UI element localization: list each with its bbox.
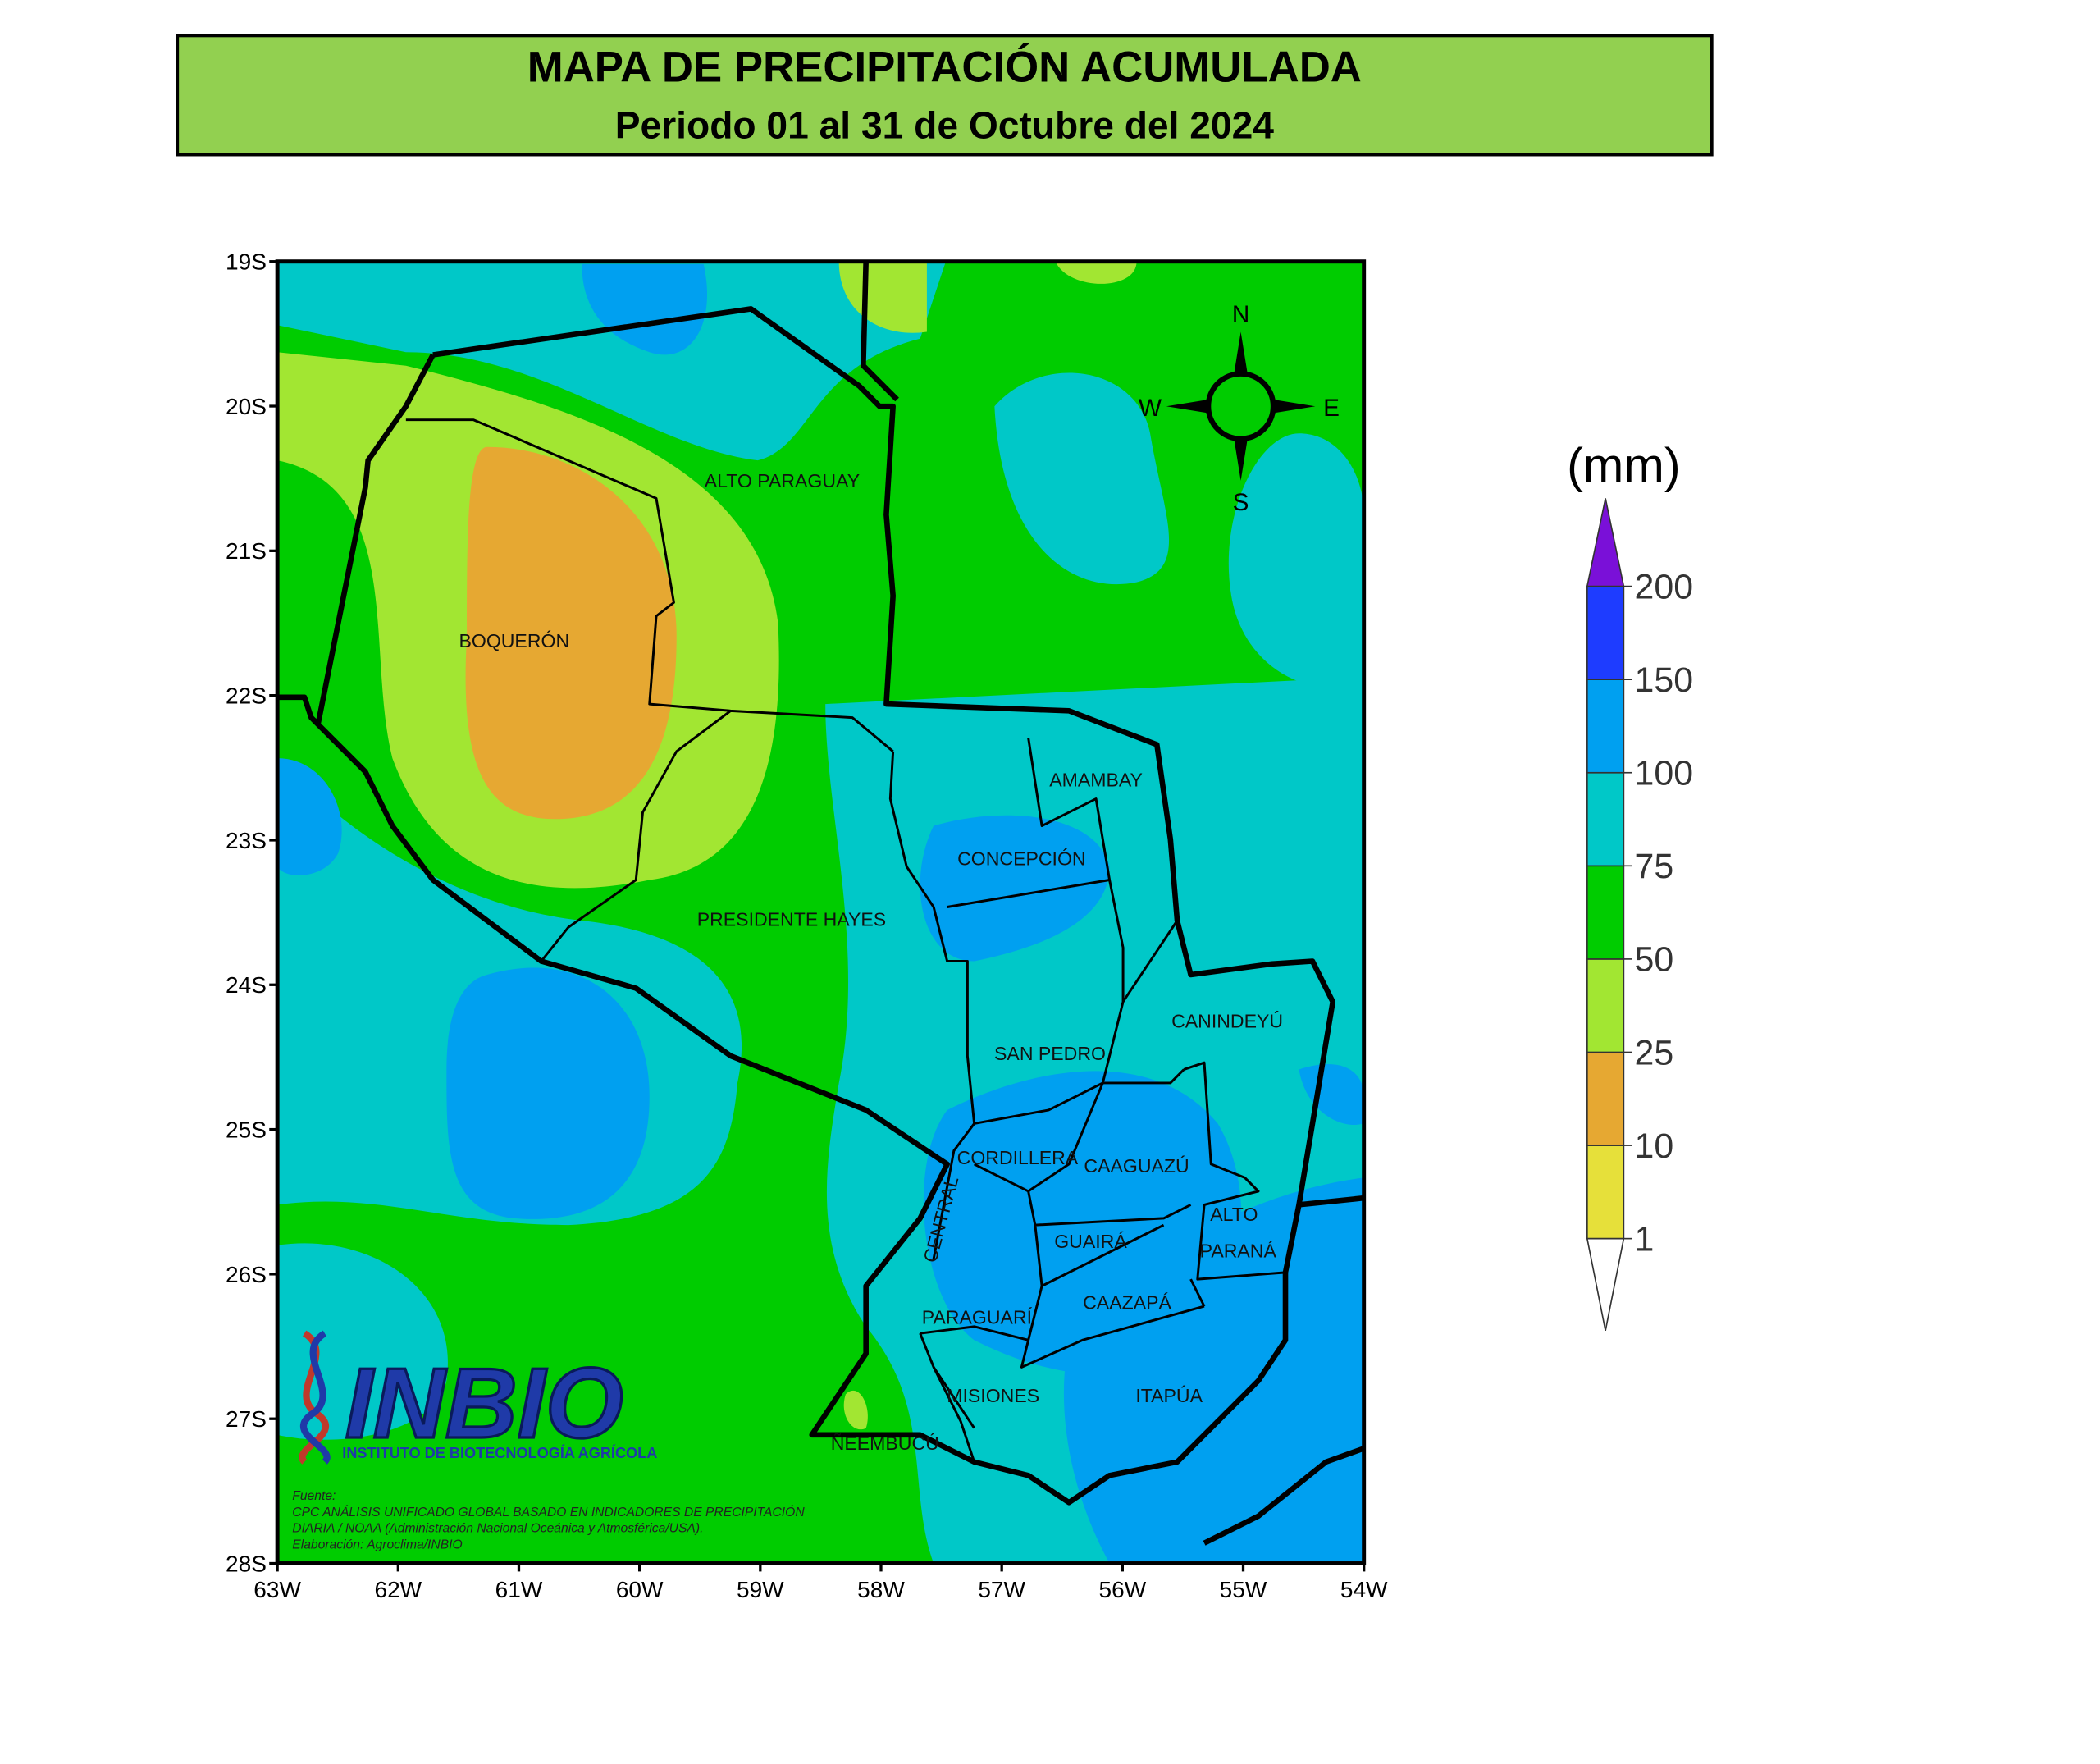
lat-label: 28S: [226, 1551, 267, 1576]
dep-label: PRESIDENTE HAYES: [697, 909, 886, 930]
field-100: [446, 967, 650, 1219]
legend-label: 1: [1635, 1219, 1655, 1259]
lon-label: 58W: [857, 1577, 905, 1602]
legend-label: 100: [1635, 754, 1694, 793]
subtitle: Periodo 01 al 31 de Octubre del 2024: [615, 104, 1275, 147]
field-100: [582, 264, 708, 355]
dep-label: AMAMBAY: [1049, 770, 1143, 791]
compass-s: S: [1233, 489, 1249, 516]
field-10: [465, 446, 677, 820]
lat-label: 25S: [226, 1117, 267, 1142]
lon-label: 63W: [253, 1577, 301, 1602]
dep-label: CAAZAPÁ: [1083, 1291, 1171, 1313]
field-100: [1299, 1063, 1364, 1125]
source-line: Fuente:: [292, 1489, 336, 1503]
borders: [277, 261, 1365, 1546]
field-75: [994, 372, 1170, 585]
dep-label: CAAGUAZÚ: [1084, 1155, 1189, 1177]
compass-e: E: [1323, 395, 1340, 422]
lon-label: 56W: [1099, 1577, 1147, 1602]
lat-label: 20S: [226, 394, 267, 419]
dep-label: CANINDEYÚ: [1171, 1010, 1283, 1031]
legend-arrow-top: [1586, 498, 1625, 587]
field-75: [1228, 433, 1364, 688]
lon-label: 61W: [495, 1577, 543, 1602]
country-border: [277, 306, 1336, 1506]
legend-unit: (mm): [1567, 438, 1680, 493]
lat-label: 21S: [226, 538, 267, 564]
legend-label: 50: [1635, 940, 1674, 980]
source: Fuente: CPC ANÁLISIS UNIFICADO GLOBAL BA…: [292, 1489, 805, 1551]
legend-swatch: [1586, 1051, 1625, 1146]
lon-label: 57W: [978, 1577, 1025, 1602]
lat-label: 19S: [226, 249, 267, 275]
dep-label: BOQUERÓN: [459, 630, 569, 651]
field-25: [843, 1390, 868, 1430]
title: MAPA DE PRECIPITACIÓN ACUMULADA: [527, 42, 1362, 91]
compass: N S E W: [1139, 301, 1340, 516]
lat-label: 24S: [226, 972, 267, 998]
dep-label: ÑEEMBUCÚ: [831, 1433, 939, 1454]
dep-label: ALTO: [1210, 1204, 1258, 1225]
dep-label: SAN PEDRO: [994, 1043, 1106, 1064]
logo-full: INSTITUTO DE BIOTECNOLOGÍA AGRÍCOLA: [342, 1444, 657, 1461]
dep-label: ALTO PARAGUAY: [705, 470, 860, 491]
legend-label: 75: [1635, 847, 1674, 886]
legend-label: 25: [1635, 1033, 1674, 1072]
logo: INBIO INSTITUTO DE BIOTECNOLOGÍA AGRÍCOL…: [299, 1330, 657, 1465]
legend-swatch: [1586, 958, 1625, 1053]
country-border: [861, 261, 1365, 1546]
legend-swatch: [1586, 1145, 1625, 1240]
dep-label: MISIONES: [947, 1385, 1039, 1406]
lon-label: 54W: [1340, 1577, 1388, 1602]
lon-label: 62W: [374, 1577, 422, 1602]
map-frame: [275, 259, 1367, 1565]
legend-swatch: [1586, 771, 1625, 867]
logo-name: INBIO: [345, 1347, 623, 1459]
department-labels: ALTO PARAGUAY BOQUERÓN PRESIDENTE HAYES …: [459, 470, 1283, 1454]
dep-label: ITAPÚA: [1135, 1385, 1203, 1406]
dep-label: CONCEPCIÓN: [957, 848, 1085, 869]
dep-label: GUAIRÁ: [1054, 1231, 1127, 1252]
field-100: [277, 758, 342, 875]
field-75: [277, 261, 946, 461]
legend-swatch: [1586, 679, 1625, 774]
legend-arrow-bottom: [1586, 1237, 1625, 1331]
dep-label: CORDILLERA: [957, 1147, 1079, 1168]
dep-label: PARANÁ: [1200, 1241, 1277, 1262]
compass-w: W: [1139, 395, 1162, 422]
legend-label: 150: [1635, 660, 1694, 700]
lon-label: 59W: [737, 1577, 784, 1602]
field-25: [1055, 261, 1137, 284]
source-line: DIARIA / NOAA (Administración Nacional O…: [292, 1522, 703, 1536]
lat-label: 27S: [226, 1406, 267, 1432]
source-line: Elaboración: Agroclima/INBIO: [292, 1538, 462, 1551]
legend-swatch: [1586, 865, 1625, 960]
lat-label: 26S: [226, 1262, 267, 1287]
compass-n: N: [1232, 301, 1249, 328]
legend-label: 200: [1635, 567, 1694, 606]
lat-label: 22S: [226, 683, 267, 709]
lon-label: 60W: [616, 1577, 664, 1602]
legend-label: 10: [1635, 1126, 1674, 1166]
precip-field: [277, 261, 1364, 1564]
title-box: [176, 34, 1714, 157]
department-border: [405, 418, 1286, 1463]
lat-label: 23S: [226, 828, 267, 853]
legend-swatch: [1586, 585, 1625, 680]
field-25: [838, 261, 927, 333]
dep-label: PARAGUARÍ: [922, 1307, 1033, 1328]
source-line: CPC ANÁLISIS UNIFICADO GLOBAL BASADO EN …: [292, 1504, 805, 1520]
lon-label: 55W: [1220, 1577, 1267, 1602]
field-100: [920, 815, 1110, 962]
